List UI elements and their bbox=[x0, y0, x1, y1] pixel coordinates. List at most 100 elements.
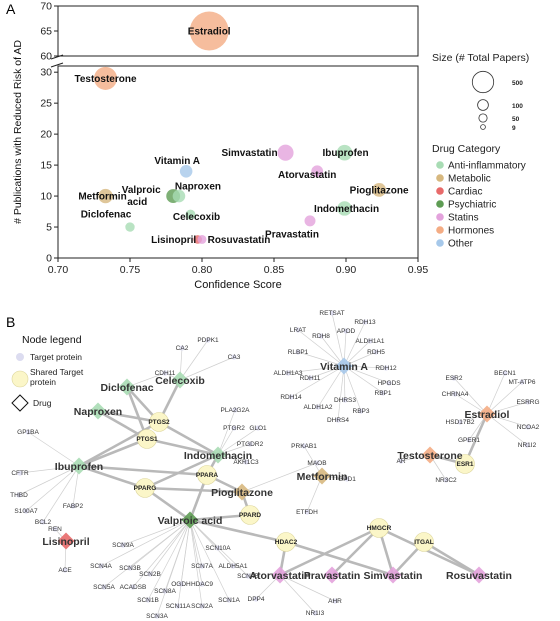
target-node-label-rdh12: RDH12 bbox=[375, 365, 397, 372]
target-node-ren bbox=[52, 526, 58, 532]
edge-pioglitazone-maob bbox=[241, 462, 318, 493]
target-node-hsd17b2 bbox=[457, 419, 463, 425]
drug-node-label-naproxen: Naproxen bbox=[74, 406, 122, 418]
target-node-rdh11 bbox=[307, 375, 313, 381]
x-tick-label: 0.70 bbox=[48, 264, 69, 276]
shared-node-label-ppara: PPARA bbox=[196, 472, 219, 479]
edge-atorvastatin-nr1i3 bbox=[279, 574, 316, 614]
target-node-dpp4 bbox=[253, 596, 259, 602]
target-node-label-acadsb: ACADSB bbox=[120, 584, 147, 591]
target-node-gper1 bbox=[466, 437, 472, 443]
target-node-esr2 bbox=[451, 375, 457, 381]
target-node-rbp1 bbox=[380, 390, 386, 396]
target-node-ca3 bbox=[231, 354, 237, 360]
edge-valproicacid-scn1b bbox=[147, 519, 191, 601]
size-legend-circle bbox=[478, 113, 488, 123]
edge-ibuprofen-ptgs1 bbox=[78, 437, 148, 468]
target-node-label-cdh11: CDH11 bbox=[155, 370, 176, 377]
edge-valproicacid-scn4a bbox=[100, 519, 191, 567]
category-legend-swatch-metabolic bbox=[436, 174, 444, 182]
drug-node-label-rosuvastatin: Rosuvastatin bbox=[446, 570, 512, 582]
shared-node-label-ptgs1: PTGS1 bbox=[136, 436, 158, 443]
category-legend-swatch-anti-inflammatory bbox=[436, 161, 444, 169]
edge-vitamina-rdh13 bbox=[343, 321, 366, 367]
target-node-label-rdh8: RDH8 bbox=[312, 333, 330, 340]
network-node-labels: CA2 PDPK1 CA3 CDH11 PLA2G2A PTGR2 GLO1 PTGDR2 AK… bbox=[10, 310, 539, 620]
edge-simvastatin-hdac2 bbox=[285, 540, 394, 577]
shared-node-label-pparg: PPARG bbox=[134, 485, 157, 492]
edge-valproicacid-ppard bbox=[189, 513, 251, 522]
edge-vitamina-rbp3 bbox=[343, 365, 362, 412]
target-node-scn4b bbox=[245, 573, 251, 579]
target-node-scn2b bbox=[147, 571, 153, 577]
target-node-rbp3 bbox=[358, 408, 364, 414]
target-node-scn1a bbox=[226, 597, 232, 603]
target-node-ahr bbox=[332, 598, 338, 604]
y-tick-label: 30 bbox=[40, 67, 52, 79]
drug-node-label-ibuprofen: Ibuprofen bbox=[55, 461, 103, 473]
edge-atorvastatin-ahr bbox=[279, 574, 336, 602]
target-node-label-scn11a: SCN11A bbox=[166, 603, 191, 610]
category-legend-label-other: Other bbox=[448, 239, 474, 250]
target-node-cftr bbox=[17, 470, 23, 476]
target-node-pdpk1 bbox=[205, 337, 211, 343]
point-ibuprofen bbox=[336, 144, 353, 161]
target-node-label-hsd17b2: HSD17B2 bbox=[446, 419, 475, 426]
edge-estradiol-mt-atp6 bbox=[486, 381, 523, 415]
target-node-ptgdr2 bbox=[247, 441, 253, 447]
edge-ibuprofen-pparg bbox=[78, 464, 146, 490]
target-node-label-scn10a: SCN10A bbox=[205, 545, 231, 552]
target-node-label-scn8a: SCN8A bbox=[154, 588, 176, 595]
target-node-label-ncoa2: NCOA2 bbox=[517, 424, 540, 431]
target-node-label-chrna4: CHRNA4 bbox=[442, 391, 469, 398]
target-node-thbd bbox=[16, 492, 22, 498]
target-node-label-nr1i2: NR1I2 bbox=[518, 442, 537, 449]
target-node-label-rdh5: RDH5 bbox=[367, 349, 385, 356]
shared-node-label-esr1: ESR1 bbox=[457, 461, 474, 468]
y-tick-label: 25 bbox=[40, 98, 52, 110]
target-node-label-scn2b: SCN2B bbox=[139, 571, 161, 578]
point-label-celecoxib: Celecoxib bbox=[173, 212, 220, 223]
target-node-rdh14 bbox=[288, 394, 294, 400]
point-metformin bbox=[98, 188, 113, 204]
edge-vitamina-rdh14 bbox=[290, 365, 345, 398]
edge-estradiol-esr2 bbox=[453, 377, 488, 415]
drug-node-valproic-acid bbox=[181, 511, 199, 529]
point-label-ibuprofen: Ibuprofen bbox=[323, 148, 369, 159]
size-legend: Size (# Total Papers) 500 100 50 9 bbox=[432, 52, 529, 132]
target-node-scn7a bbox=[199, 563, 205, 569]
target-node-label-rdh13: RDH13 bbox=[354, 319, 376, 326]
edge-indomethacin-pparg bbox=[144, 453, 219, 490]
x-tick-label: 0.85 bbox=[264, 264, 285, 276]
edge-ibuprofen-cftr bbox=[19, 465, 80, 474]
drug-node-label-testosterone: Testosterone bbox=[397, 450, 462, 462]
target-node-becn1 bbox=[502, 370, 508, 376]
category-legend-label-anti-inflammatory: Anti-inflammatory bbox=[448, 161, 526, 172]
drug-node-simvastatin bbox=[384, 566, 402, 584]
target-node-aldh5a1 bbox=[230, 563, 236, 569]
target-node-aldh1a3 bbox=[285, 370, 291, 376]
y-axis-ticks: 0 5 10 15 20 25 30 60 65 70 bbox=[40, 1, 58, 265]
point-label-naproxen: Naproxen bbox=[175, 182, 221, 193]
drug-node-rosuvastatin bbox=[470, 566, 488, 584]
x-tick-label: 0.95 bbox=[408, 264, 429, 276]
target-node-hdac9 bbox=[199, 581, 205, 587]
shared-node-label-ptgs2: PTGS2 bbox=[148, 419, 170, 426]
target-node-ar bbox=[398, 458, 404, 464]
size-legend-circle bbox=[477, 99, 489, 111]
drug-node-atorvastatin bbox=[271, 566, 289, 584]
size-legend-label: 100 bbox=[512, 103, 523, 110]
target-node-gpd1 bbox=[344, 476, 350, 482]
target-node-scn10a bbox=[215, 545, 221, 551]
shared-node-esr1 bbox=[455, 454, 475, 474]
point-label-pioglitazone: Pioglitazone bbox=[350, 185, 409, 196]
legend-swatch-shared-target bbox=[11, 370, 29, 388]
target-node-label-rdh11: RDH11 bbox=[300, 375, 321, 382]
category-legend: Drug Category Anti-inflammatory Metabolic C… bbox=[432, 143, 526, 250]
target-node-label-ren: REN bbox=[48, 526, 62, 533]
edge-rosuvastatin-itgal bbox=[423, 540, 480, 577]
target-node-apod bbox=[343, 328, 349, 334]
node-legend-title: Node legend bbox=[22, 334, 82, 346]
edge-valproicacid-scn11a bbox=[177, 519, 191, 607]
axis-break-line-lower bbox=[50, 62, 64, 68]
